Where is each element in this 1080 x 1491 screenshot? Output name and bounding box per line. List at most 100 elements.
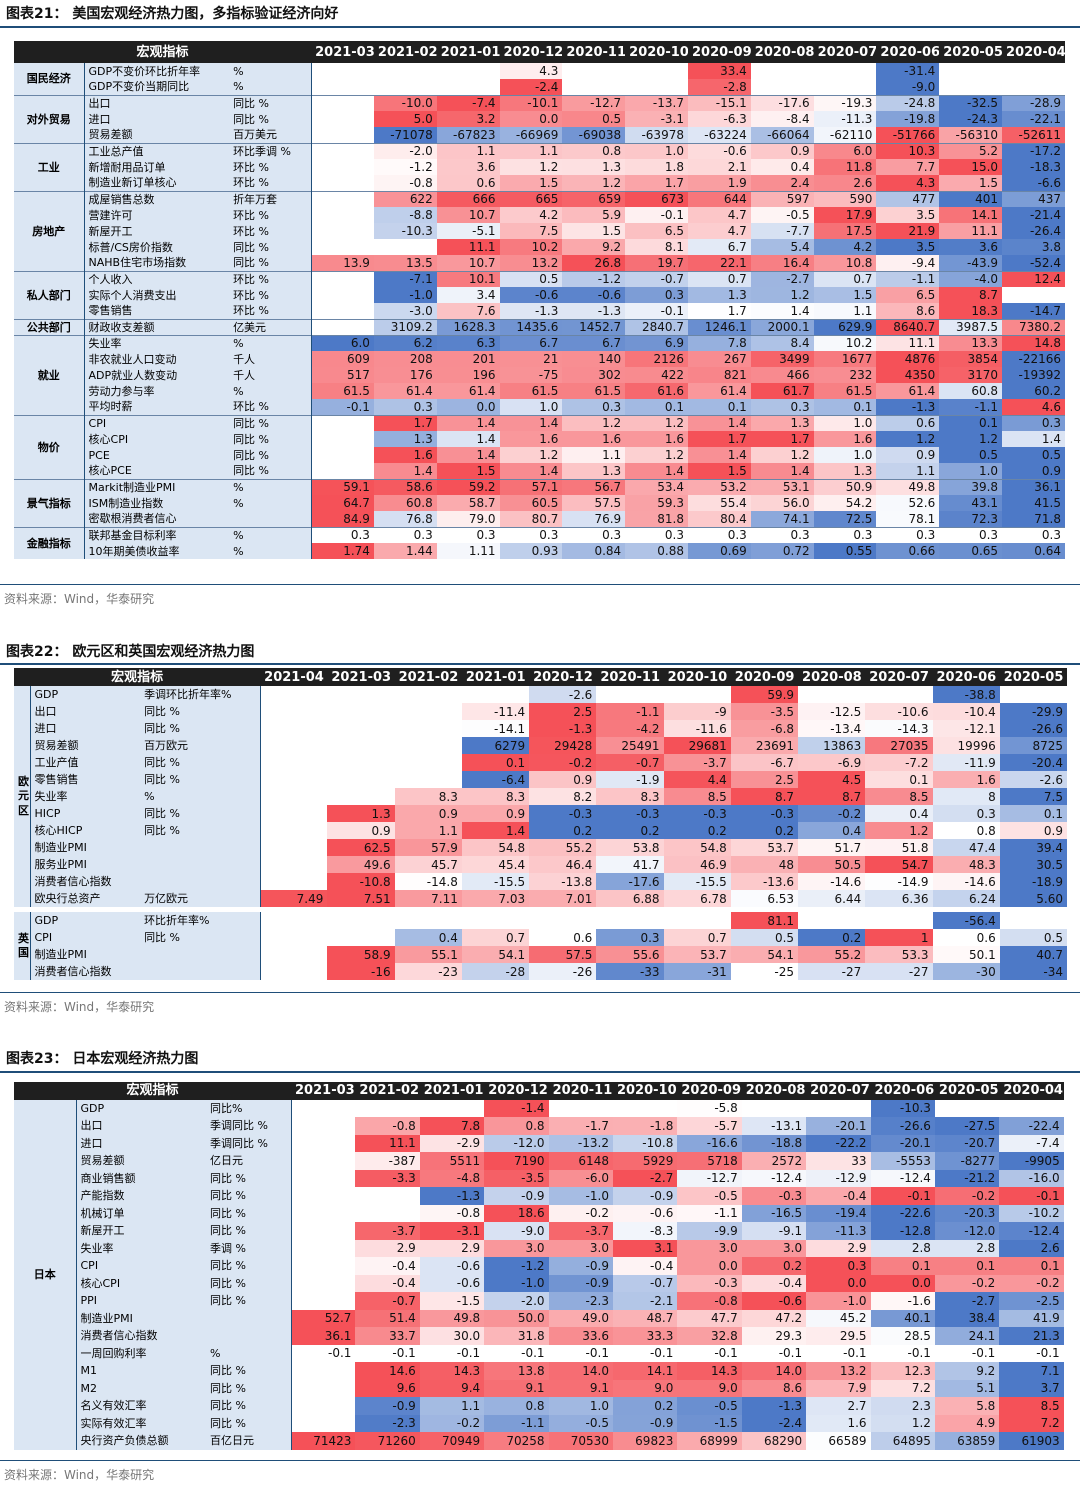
heat-cell: 1.3 xyxy=(562,159,626,175)
heat-cell: -7.7 xyxy=(750,223,814,239)
heat-cell: -2.6 xyxy=(999,771,1067,788)
heat-cell: 1.6 xyxy=(562,431,626,447)
heat-cell: 1677 xyxy=(813,351,877,367)
heat-cell: -16 xyxy=(327,963,395,980)
indicator-name: GDP xyxy=(30,686,141,703)
heat-cell: 7190 xyxy=(484,1152,549,1170)
heat-cell: -0.1 xyxy=(625,303,688,319)
heat-cell: 1.2 xyxy=(750,287,814,303)
table-row: 出口 季调同比 % -0.8 7.8 0.8 -1.7 -1.8 -5.7 -13.1 -20.1… xyxy=(14,1117,1064,1135)
column-header-2020-12: 2020-12 xyxy=(529,668,597,686)
heat-cell: 0.3 xyxy=(687,526,751,543)
heat-cell: 0.7 xyxy=(813,270,877,287)
heat-cell: -0.7 xyxy=(612,1274,678,1292)
heat-cell: 0.3 xyxy=(939,526,1003,543)
heat-cell: 48 xyxy=(730,856,799,873)
heat-cell: -2.0 xyxy=(484,1292,549,1310)
indicator-name: CPI xyxy=(76,1257,206,1275)
heat-cell: 57.1 xyxy=(499,478,563,495)
heat-cell: 1.0 xyxy=(548,1397,613,1415)
heat-cell xyxy=(311,447,374,463)
heat-cell: -7.4 xyxy=(436,94,500,111)
heat-cell xyxy=(311,318,374,335)
heat-cell: -27 xyxy=(798,963,866,980)
indicator-unit: 季调环比折年率% xyxy=(140,686,261,703)
heat-cell: 10.7 xyxy=(436,207,500,223)
heat-cell: -5.1 xyxy=(436,223,500,239)
indicator-name: 标普/CS房价指数 xyxy=(84,239,230,255)
heat-cell: -0.6 xyxy=(562,287,626,303)
table-row: 平均时薪 环比 % -0.1 0.3 0.0 1.0 0.3 0.1 0.1 0.3 0.1 -1.3… xyxy=(14,399,1065,415)
heat-cell: -0.1 xyxy=(625,207,688,223)
heat-cell: 0.3 xyxy=(373,399,437,415)
heat-cell: 61.6 xyxy=(625,383,688,399)
heat-cell: 1.2 xyxy=(562,175,626,191)
heat-cell: 7.11 xyxy=(394,890,462,907)
heat-cell: -0.1 xyxy=(311,399,374,415)
heat-cell: -0.2 xyxy=(529,754,597,771)
table-row: 物价 CPI 同比 % 1.7 1.4 1.4 1.2 1.2 1.4 1.3 1.0 0.6 0.1 0… xyxy=(14,414,1065,479)
heat-cell xyxy=(935,1100,999,1118)
heat-cell: 0.69 xyxy=(687,543,751,559)
indicator-unit: 同比 % xyxy=(229,255,312,271)
heat-cell xyxy=(549,1100,613,1118)
heat-cell: 0.6 xyxy=(529,929,597,946)
heat-cell xyxy=(664,912,731,929)
heat-cell: 59.3 xyxy=(625,495,688,511)
heat-cell: -18.8 xyxy=(741,1134,807,1152)
heat-cell: 11.1 xyxy=(876,334,940,351)
heat-cell: 47.2 xyxy=(741,1309,807,1327)
heat-cell xyxy=(374,239,437,255)
heat-cell: -5.8 xyxy=(677,1099,742,1117)
heat-cell: 54.1 xyxy=(461,946,530,963)
heat-cell: -0.8 xyxy=(419,1204,485,1222)
indicator-name: 零售销售 xyxy=(84,303,230,319)
heat-cell: 1.1 xyxy=(499,142,563,159)
heat-cell: 1.1 xyxy=(813,303,877,319)
heat-cell xyxy=(327,788,394,805)
indicator-name: 失业率 xyxy=(76,1239,206,1257)
heat-cell: 0.0 xyxy=(499,111,563,127)
heat-cell: -0.8 xyxy=(677,1292,742,1310)
heat-cell: 70258 xyxy=(484,1432,549,1450)
category-label: 景气指标 xyxy=(14,478,85,527)
heat-cell: -22.2 xyxy=(806,1134,871,1152)
heat-cell: 2572 xyxy=(741,1152,807,1170)
heat-cell: 2.1 xyxy=(687,159,751,175)
heat-cell: -28 xyxy=(461,963,530,980)
heat-cell: -0.4 xyxy=(806,1187,871,1205)
heat-cell: 8.3 xyxy=(394,788,462,805)
heat-cell xyxy=(664,686,731,703)
heat-cell xyxy=(798,686,865,703)
heat-cell xyxy=(291,1205,355,1223)
heat-cell: 3499 xyxy=(750,351,814,367)
heat-cell: -26 xyxy=(529,963,597,980)
eurozone-uk-macro-heatmap: 宏观指标 2021-04 2021-03 2021-02 2021-01 2020-12 2… xyxy=(14,668,1067,980)
indicator-name: 核心CPI xyxy=(84,431,230,447)
indicator-unit: % xyxy=(229,526,312,543)
heat-cell: 0.55 xyxy=(813,543,877,559)
heat-cell: 6.78 xyxy=(663,890,731,907)
heat-cell xyxy=(260,754,327,771)
heat-cell: -0.1 xyxy=(484,1344,549,1362)
heat-cell: 0.8 xyxy=(484,1117,549,1135)
column-header-2020-05: 2020-05 xyxy=(939,41,1003,63)
heat-cell: -25 xyxy=(730,963,799,980)
heat-cell: -10.4 xyxy=(932,703,1000,720)
heat-cell: -20.1 xyxy=(870,1134,935,1152)
heat-cell: 4.2 xyxy=(499,207,563,223)
heat-cell xyxy=(374,63,437,79)
heat-cell xyxy=(327,686,394,703)
table-row: NAHB住宅市场指数 同比 % 13.9 13.5 10.7 13.2 26.8 19.7 22… xyxy=(14,255,1065,271)
indicator-name: HICP xyxy=(30,805,141,822)
indicator-name: 消费者信心指数 xyxy=(30,873,141,890)
heat-cell: 12.4 xyxy=(1002,270,1065,287)
indicator-unit xyxy=(206,1309,292,1327)
heat-cell: 47.4 xyxy=(932,839,1000,856)
heat-cell: 14.8 xyxy=(1002,334,1065,351)
column-header-2020-12: 2020-12 xyxy=(484,1082,549,1100)
heat-cell: 8.7 xyxy=(730,788,799,805)
heat-cell: 0.9 xyxy=(750,142,814,159)
column-header-2021-01: 2021-01 xyxy=(436,41,500,63)
heat-cell: -18.9 xyxy=(999,873,1067,890)
